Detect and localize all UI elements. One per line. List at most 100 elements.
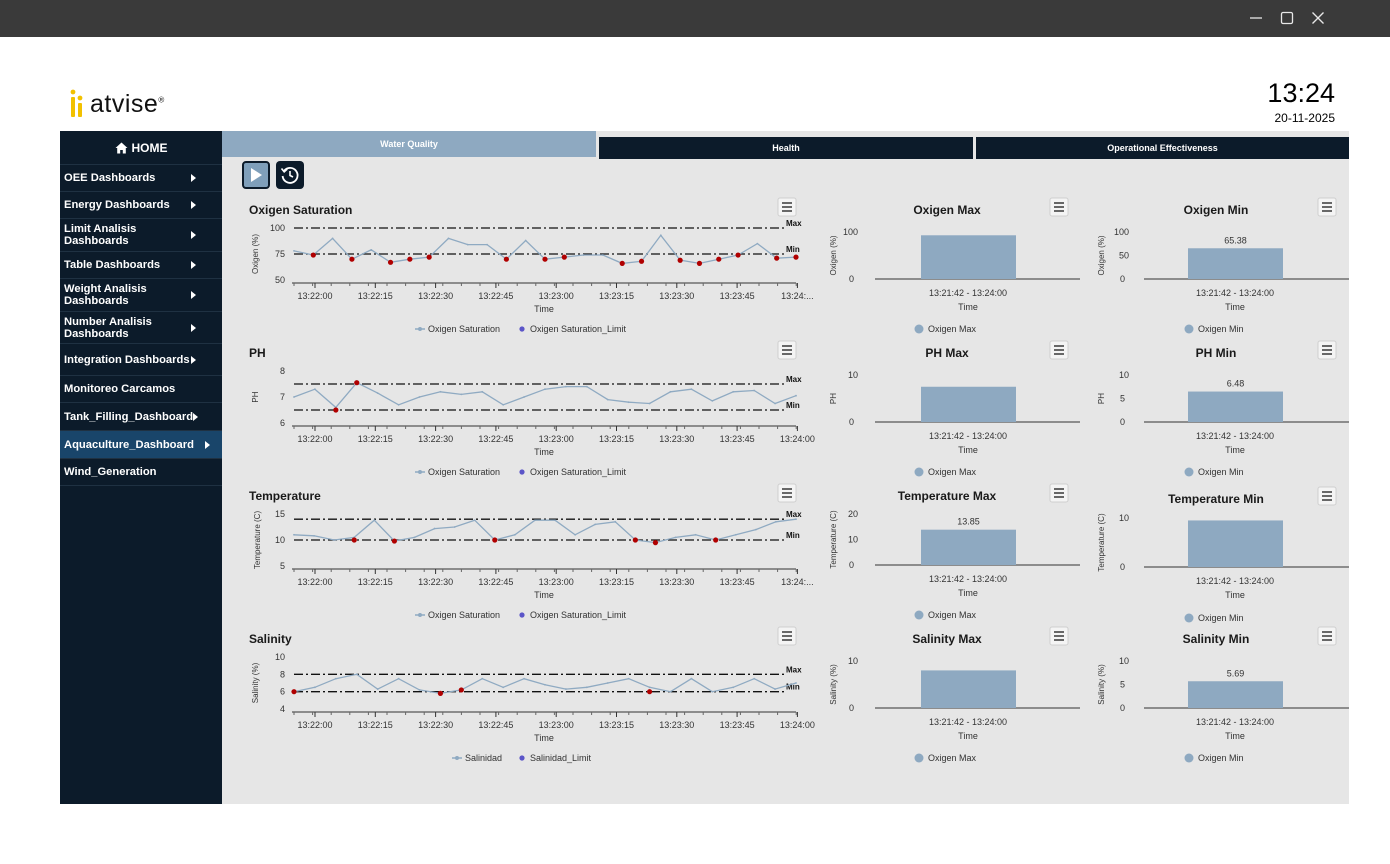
series-point	[293, 396, 295, 398]
series-point	[732, 686, 735, 689]
y-axis-label: Temperature (C)	[253, 511, 262, 570]
sidebar-item-integration-dashboards[interactable]: Integration Dashboards	[60, 344, 222, 376]
y-axis-label: Oxigen (%)	[829, 235, 838, 275]
chart-menu-button[interactable]	[1049, 340, 1069, 360]
x-tick-label: 13:23:15	[599, 434, 634, 444]
series-point	[694, 533, 697, 536]
x-category-label: 13:21:42 - 13:24:00	[929, 288, 1007, 298]
brand-name: atvise®	[90, 89, 165, 118]
legend-bar-label: Oxigen Max	[928, 610, 977, 620]
chart-menu-button[interactable]	[777, 626, 797, 646]
sidebar-item-number-analisis-dashboards[interactable]: Number Analisis Dashboards	[60, 312, 222, 344]
sidebar-item-monitoreo-carcamos[interactable]: Monitoreo Carcamos	[60, 376, 222, 403]
sidebar-item-table-dashboards[interactable]: Table Dashboards	[60, 252, 222, 279]
tab-health[interactable]: Health	[599, 137, 973, 159]
sidebar-item-wind-generation[interactable]: Wind_Generation	[60, 459, 222, 486]
series-point	[313, 534, 315, 537]
series-point	[370, 248, 373, 251]
y-tick-label: 4	[280, 704, 285, 714]
chart-menu-button[interactable]	[1049, 626, 1069, 646]
sidebar-item-oee-dashboards[interactable]: OEE Dashboards	[60, 165, 222, 192]
series-point	[627, 401, 630, 404]
legend-line-dot	[418, 470, 422, 474]
y-tick-label: 50	[1119, 251, 1129, 261]
x-axis-label: Time	[1225, 731, 1245, 741]
series-point	[565, 688, 567, 690]
legend-series-label: Oxigen Saturation	[428, 610, 500, 620]
sidebar-item-limit-analisis-dashboards[interactable]: Limit Analisis Dashboards	[60, 219, 222, 252]
x-category-label: 13:21:42 - 13:24:00	[1196, 288, 1274, 298]
series-point	[355, 673, 358, 676]
y-tick-label: 10	[1119, 656, 1129, 666]
legend-bar-swatch	[914, 753, 924, 763]
legend-bar-swatch	[1184, 613, 1194, 623]
chart-menu-button[interactable]	[777, 340, 797, 360]
tab-water-quality[interactable]: Water Quality	[222, 131, 596, 157]
x-tick-label: 13:23:30	[659, 291, 694, 301]
sidebar-item-energy-dashboards[interactable]: Energy Dashboards	[60, 192, 222, 219]
series-point	[754, 528, 757, 531]
series-point	[585, 686, 588, 689]
series-point	[753, 389, 756, 392]
close-icon[interactable]	[1304, 6, 1332, 30]
sidebar-home[interactable]: HOME	[60, 131, 222, 165]
limit-point	[349, 256, 355, 262]
chart-menu-button[interactable]	[1317, 340, 1337, 360]
chart-menu-button[interactable]	[1317, 486, 1337, 506]
legend-limit-dot	[519, 469, 525, 475]
x-tick-label: 13:22:15	[358, 434, 393, 444]
maximize-icon[interactable]	[1273, 6, 1301, 30]
atvise-logo: atvise®	[70, 86, 165, 122]
caret-right-icon	[191, 174, 196, 182]
y-tick-label: 5	[1120, 394, 1125, 404]
series-point	[690, 388, 693, 391]
x-tick-label: 13:24:...	[781, 577, 814, 587]
y-axis-label: PH	[829, 393, 838, 404]
chart-menu-button[interactable]	[1317, 197, 1337, 217]
bar-data-label: 6.48	[1227, 379, 1245, 389]
series-point	[585, 385, 588, 388]
series-point	[433, 527, 436, 530]
series-point	[486, 243, 488, 246]
limit-point	[632, 537, 638, 543]
series-point	[648, 402, 651, 405]
caret-right-icon	[191, 323, 196, 332]
minimize-icon[interactable]	[1242, 6, 1270, 30]
series-point	[413, 536, 416, 539]
series-point	[544, 683, 546, 686]
chart-menu-button[interactable]	[1317, 626, 1337, 646]
window-titlebar	[0, 0, 1390, 37]
x-tick-label: 13:22:00	[297, 720, 332, 730]
series-point	[314, 686, 316, 689]
chart-menu-button[interactable]	[1049, 197, 1069, 217]
bar-chart-title: Salinity Min	[1183, 632, 1250, 646]
y-tick-label: 15	[275, 509, 285, 519]
sidebar-item-tank-filling-dashboard[interactable]: Tank_Filling_Dashboard	[60, 403, 222, 431]
max-label: Max	[786, 375, 802, 384]
min-label: Min	[786, 531, 800, 540]
limit-point	[407, 256, 413, 262]
x-tick-label: 13:23:30	[659, 720, 694, 730]
y-tick-label: 5	[1120, 680, 1125, 690]
sidebar-item-aquaculture-dashboard[interactable]: Aquaculture_Dashboard	[60, 431, 222, 459]
bar	[921, 235, 1016, 279]
limit-point	[458, 687, 464, 693]
sidebar-item-weight-analisis-dashboards[interactable]: Weight Analisis Dashboards	[60, 279, 222, 312]
play-button[interactable]	[242, 161, 270, 189]
y-tick-label: 100	[270, 223, 285, 233]
x-axis-label: Time	[1225, 445, 1245, 455]
chart-menu-button[interactable]	[777, 483, 797, 503]
y-tick-label: 0	[1120, 274, 1125, 284]
y-axis-label: PH	[1097, 393, 1106, 404]
limit-point	[774, 255, 780, 261]
limit-point	[391, 538, 397, 544]
tab-operational-effectiveness[interactable]: Operational Effectiveness	[976, 137, 1349, 159]
sidebar-item-label: Number Analisis Dashboards	[64, 315, 152, 340]
history-button[interactable]	[276, 161, 304, 189]
sidebar-item-label: Energy Dashboards	[64, 199, 170, 211]
chart-menu-button[interactable]	[777, 197, 797, 217]
caret-right-icon	[191, 231, 196, 239]
chart-menu-button[interactable]	[1049, 483, 1069, 503]
limit-point	[354, 380, 360, 386]
